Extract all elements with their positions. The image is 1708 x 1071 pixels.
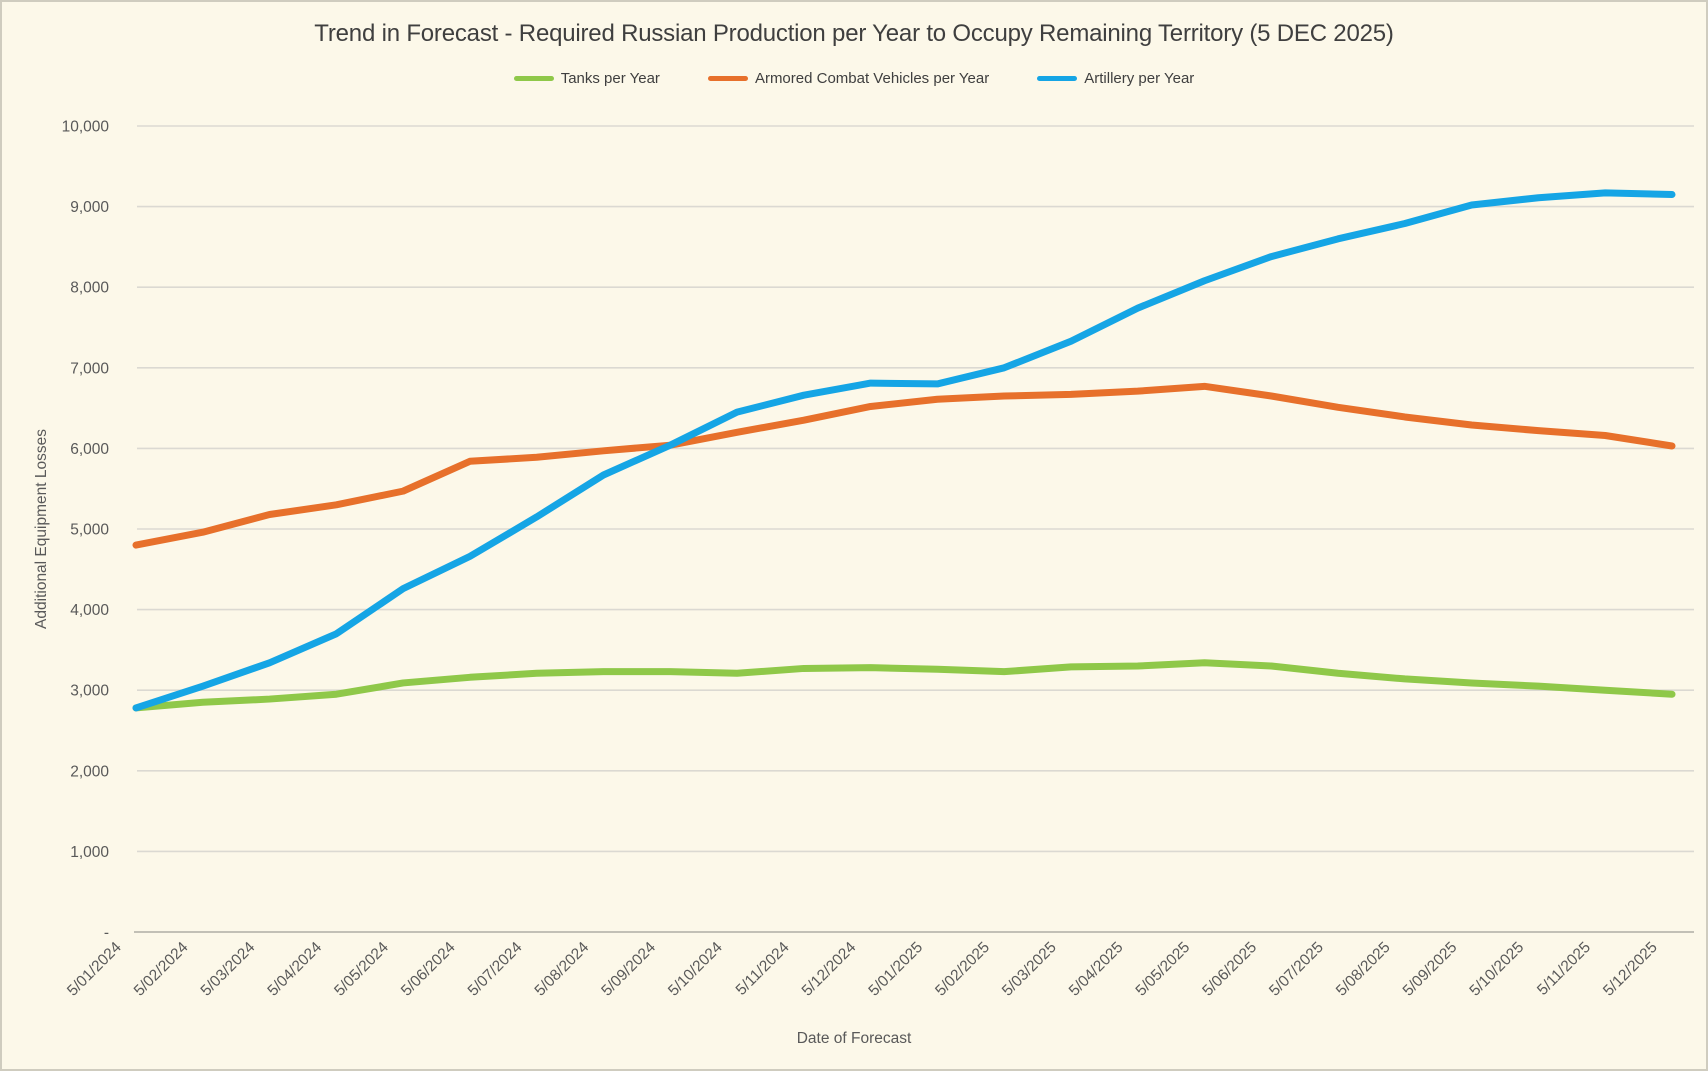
legend-item-tanks-per-year: Tanks per Year [513, 70, 660, 87]
x-tick-label: 5/07/2024 [465, 939, 526, 1000]
legend-swatch-armored-combat-vehicles-per-year [707, 76, 748, 81]
y-tick-label: - [104, 925, 109, 942]
legend-label-armored-combat-vehicles-per-year: Armored Combat Vehicles per Year [754, 70, 990, 87]
legend-swatch-artillery-per-year [1037, 76, 1078, 81]
chart-title: Trend in Forecast - Required Russian Pro… [314, 20, 1394, 47]
y-tick-label: 10,000 [62, 119, 110, 136]
x-tick-label: 5/03/2025 [999, 939, 1060, 1000]
x-tick-label: 5/12/2025 [1600, 939, 1661, 1000]
x-tick-label: 5/11/2024 [733, 939, 793, 999]
y-tick-label: 8,000 [70, 280, 109, 297]
y-tick-label: 5,000 [70, 522, 109, 539]
legend-swatch-tanks-per-year [513, 76, 554, 81]
x-tick-label: 5/01/2025 [865, 939, 926, 1000]
x-tick-label: 5/07/2025 [1266, 939, 1327, 1000]
x-tick-label: 5/08/2025 [1333, 939, 1394, 1000]
x-tick-label: 5/09/2025 [1400, 939, 1461, 1000]
y-tick-label: 6,000 [70, 441, 109, 458]
x-tick-label: 5/05/2024 [331, 939, 392, 1000]
legend-label-artillery-per-year: Artillery per Year [1084, 70, 1195, 87]
y-tick-label: 4,000 [70, 602, 109, 619]
x-tick-label: 5/04/2024 [264, 939, 325, 1000]
tanks-per-year-line [132, 659, 1676, 712]
x-tick-label: 5/02/2024 [131, 939, 192, 1000]
x-tick-label: 5/06/2024 [398, 939, 459, 1000]
y-tick-label: 1,000 [70, 844, 109, 861]
x-axis-title: Date of Forecast [796, 1030, 912, 1047]
y-tick-label: 7,000 [70, 360, 109, 377]
x-tick-label: 5/09/2024 [598, 939, 659, 1000]
x-tick-label: 5/10/2024 [665, 939, 726, 1000]
artillery-per-year-line [132, 189, 1676, 712]
x-tick-label: 5/08/2024 [532, 939, 593, 1000]
chart-legend: Tanks per Year Armored Combat Vehicles pe… [2, 70, 1706, 87]
x-tick-label: 5/03/2024 [198, 939, 259, 1000]
y-tick-label: 3,000 [70, 683, 109, 700]
x-tick-label: 5/02/2025 [932, 939, 993, 1000]
armored-combat-vehicles-per-year-line [132, 382, 1676, 549]
y-axis-title: Additional Equipment Losses [33, 429, 50, 629]
x-tick-label: 5/01/2024 [64, 939, 125, 1000]
legend-item-artillery-per-year: Artillery per Year [1037, 70, 1194, 87]
y-tick-label: 2,000 [70, 763, 109, 780]
legend-label-tanks-per-year: Tanks per Year [560, 70, 660, 87]
y-tick-label: 9,000 [70, 199, 109, 216]
legend-item-armored-combat-vehicles-per-year: Armored Combat Vehicles per Year [707, 70, 990, 87]
x-tick-label: 5/12/2024 [799, 939, 860, 1000]
x-tick-label: 5/11/2025 [1534, 939, 1594, 999]
x-tick-label: 5/06/2025 [1199, 939, 1260, 1000]
x-tick-label: 5/04/2025 [1066, 939, 1127, 1000]
x-tick-label: 5/05/2025 [1133, 939, 1194, 1000]
x-tick-label: 5/10/2025 [1466, 939, 1527, 1000]
